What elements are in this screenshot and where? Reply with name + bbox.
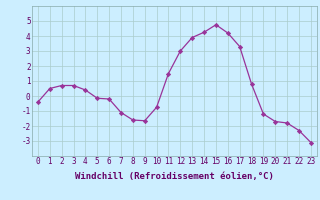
X-axis label: Windchill (Refroidissement éolien,°C): Windchill (Refroidissement éolien,°C) (75, 172, 274, 181)
